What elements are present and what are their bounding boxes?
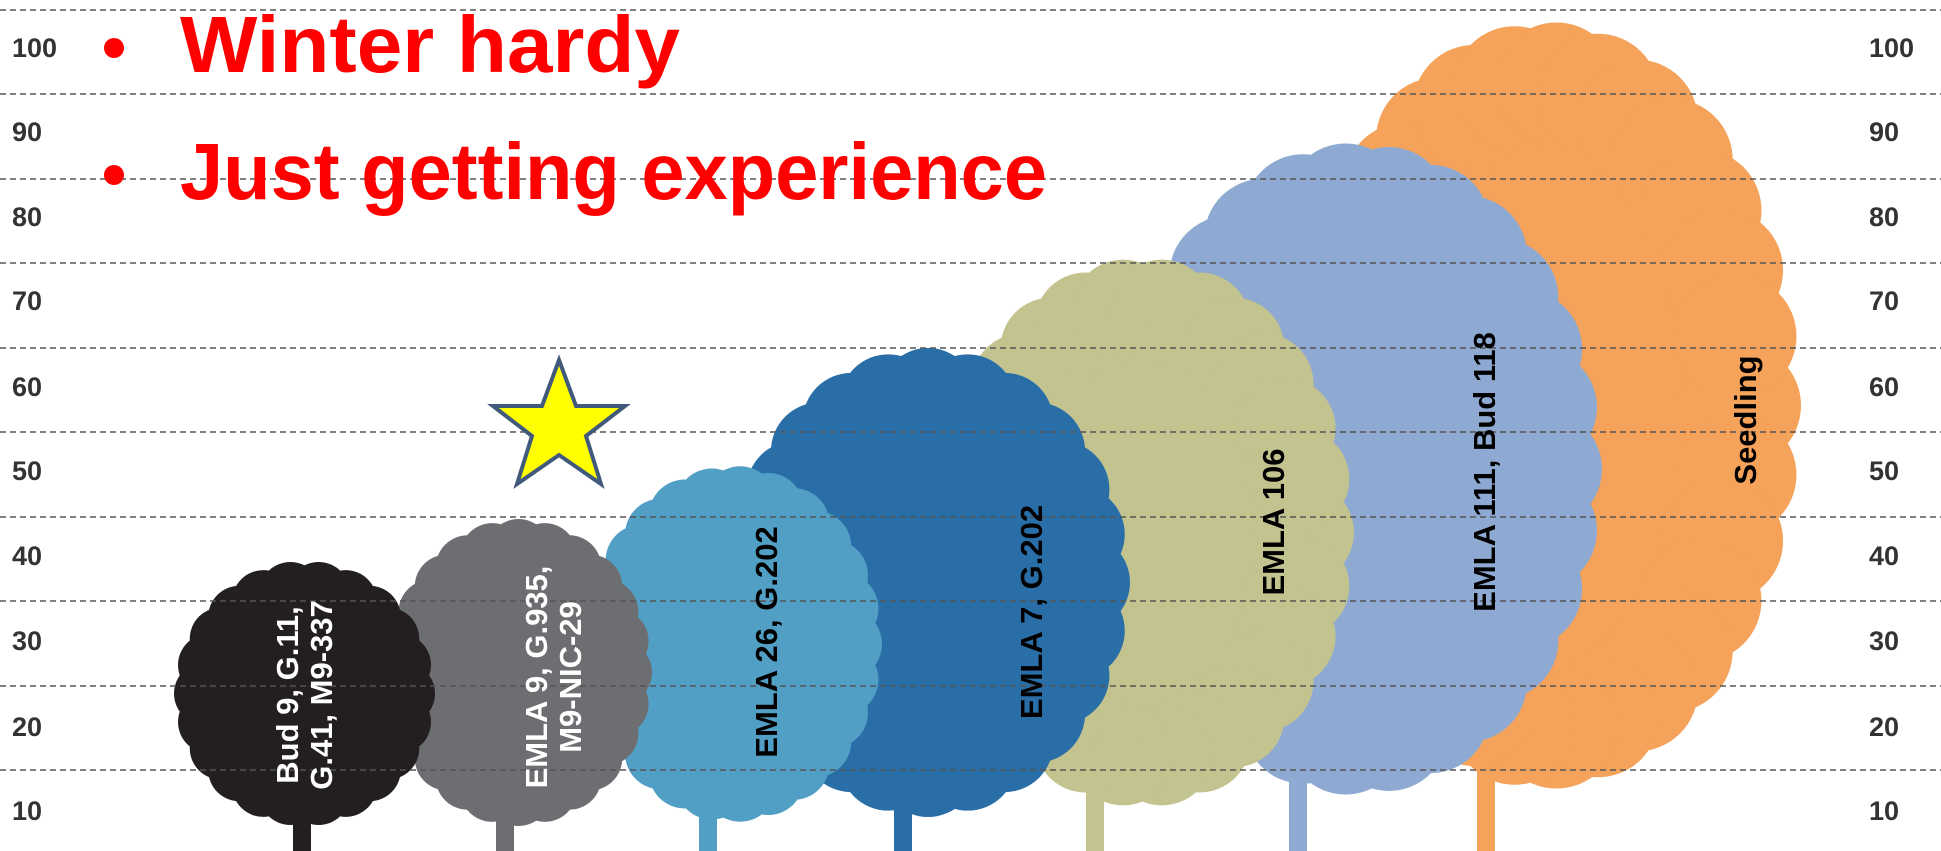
- bullet-dot: [104, 38, 124, 58]
- canopy-bump: [806, 572, 879, 645]
- tick-label: 80: [1869, 202, 1899, 232]
- tree-label-line: EMLA 7, G.202: [1014, 505, 1049, 719]
- canopy-bump: [368, 633, 431, 697]
- tick-label: 30: [12, 626, 42, 656]
- grid: 100 100 90 90 80 80 70 70 60 60 50 50 40 40 30 30 20 20 10…: [0, 9, 1941, 826]
- tree-label-line: Bud 9, G.11,: [270, 606, 305, 783]
- tree-label: Bud 9, G.11,G.41, M9-337: [270, 600, 339, 790]
- canopy-bump: [1674, 275, 1797, 398]
- tick-label: 90: [1869, 117, 1899, 147]
- trees: [174, 22, 1802, 851]
- bullet-text: Just getting experience: [180, 127, 1047, 216]
- tree-label: EMLA 106: [1256, 448, 1291, 595]
- bullet-dot: [104, 165, 124, 185]
- canopy: [417, 551, 620, 794]
- tree-label: EMLA 9, G.935,M9-NIC-29: [519, 566, 588, 789]
- tree-label: EMLA 111, Bud 118: [1467, 332, 1502, 612]
- tick-label: 50: [12, 456, 42, 486]
- tick-label: 40: [1869, 541, 1899, 571]
- tick-label: 100: [12, 33, 57, 63]
- tree-label: EMLA 26, G.202: [749, 526, 784, 757]
- tree-label-line: EMLA 106: [1256, 448, 1291, 595]
- star: [487, 354, 631, 489]
- tick-label: 20: [12, 712, 42, 742]
- tree-label-line: EMLA 26, G.202: [749, 526, 784, 757]
- tick-label: 80: [12, 202, 42, 232]
- tick-label: 10: [1869, 796, 1899, 826]
- tree-label: EMLA 7, G.202: [1014, 505, 1049, 719]
- tick-label: 10: [12, 796, 42, 826]
- trunk: [1477, 759, 1495, 851]
- tree-label-line: M9-NIC-29: [553, 601, 588, 753]
- tree-label-line: G.41, M9-337: [304, 600, 339, 790]
- tick-label: 60: [12, 372, 42, 402]
- tree-label-line: Seedling: [1728, 355, 1763, 484]
- tree: [174, 562, 435, 851]
- tick-label: 70: [12, 286, 42, 316]
- tick-label: 60: [1869, 372, 1899, 402]
- canopy-bump: [1247, 428, 1350, 530]
- tree-labels: Bud 9, G.11,G.41, M9-337 EMLA 9, G.935,M9…: [270, 332, 1763, 790]
- canopy: [619, 501, 847, 787]
- canopy-bump: [1479, 348, 1597, 467]
- tree: [385, 519, 653, 851]
- canopy-bump: [584, 609, 649, 674]
- tick-label: 70: [1869, 286, 1899, 316]
- tick-label: 90: [12, 117, 42, 147]
- tick-label: 30: [1869, 626, 1899, 656]
- tick-label: 50: [1869, 456, 1899, 486]
- bullet-text: Winter hardy: [180, 0, 681, 89]
- tick-label: 20: [1869, 712, 1899, 742]
- canopy-bump: [1027, 485, 1125, 583]
- tick-label: 40: [12, 541, 42, 571]
- tree-label: Seedling: [1728, 355, 1763, 484]
- tree-label-line: EMLA 111, Bud 118: [1467, 332, 1502, 612]
- tree-label-line: EMLA 9, G.935,: [519, 566, 554, 789]
- trunk: [1289, 765, 1307, 851]
- tick-label: 100: [1869, 33, 1914, 63]
